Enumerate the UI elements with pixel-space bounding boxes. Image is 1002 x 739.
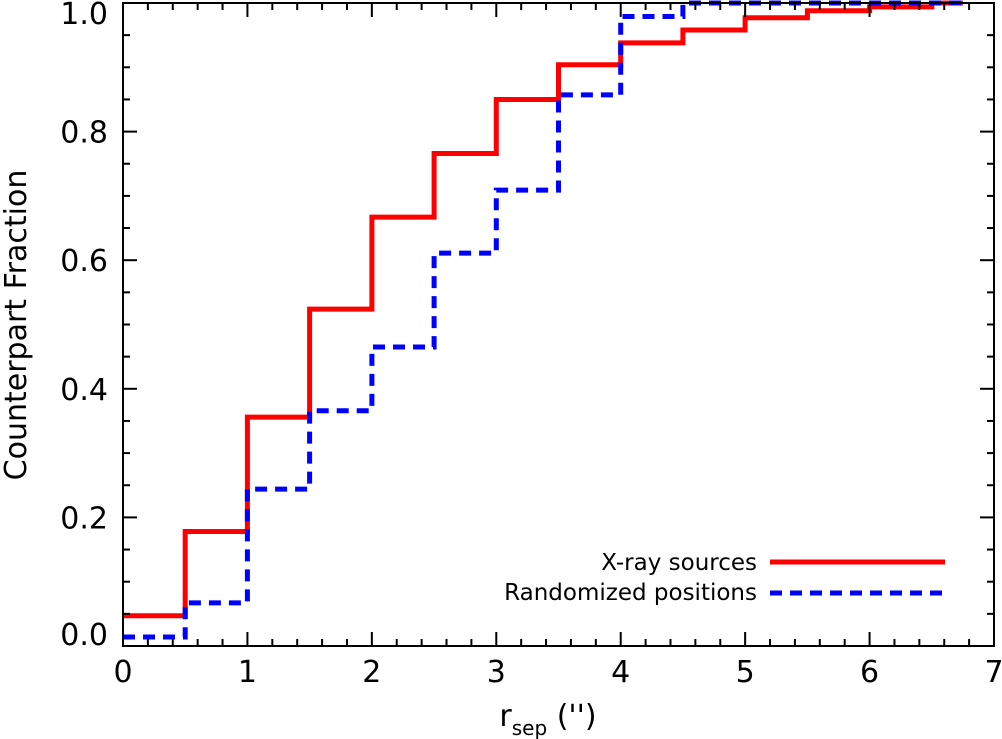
x-tick-label-5: 5 [736,655,755,690]
x-axis-title: rsep ('') [499,699,596,739]
x-tick-label-4: 4 [611,655,630,690]
legend: X-ray sources Randomized positions [504,550,945,606]
y-tick-label-2: 0.4 [60,373,108,408]
x-axis-title-subscript: sep [512,716,547,739]
x-axis-title-unit: ('') [547,699,596,734]
x-axis-title-main: r [499,699,512,734]
x-tick-label-3: 3 [487,655,506,690]
legend-label-random: Randomized positions [504,580,757,606]
x-tick-label-1: 1 [238,655,257,690]
y-tick-labels: 0.0 0.2 0.4 0.6 0.8 1.0 [60,0,108,653]
y-tick-label-3: 0.6 [60,244,108,279]
y-tick-label-0: 0.0 [60,618,108,653]
y-axis-title: Counterpart Fraction [0,170,34,481]
x-tick-label-7: 7 [984,655,1002,690]
legend-entry-xray: X-ray sources [601,550,945,576]
legend-label-xray: X-ray sources [601,550,757,576]
series-line-0 [123,0,963,619]
x-tick-label-6: 6 [860,655,879,690]
axis-ticks [122,2,995,647]
y-tick-label-4: 0.8 [60,116,108,151]
y-tick-label-1: 0.2 [60,501,108,536]
x-tick-label-0: 0 [113,655,132,690]
x-tick-labels: 0 1 2 3 4 5 6 7 [113,655,1002,690]
plot-lines [123,0,963,640]
x-tick-label-2: 2 [362,655,381,690]
legend-entry-random: Randomized positions [504,580,945,606]
y-tick-label-5: 1.0 [60,0,108,32]
